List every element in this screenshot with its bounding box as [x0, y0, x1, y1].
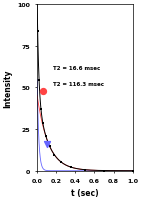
Point — [37, 30, 39, 33]
Point — [70, 166, 72, 169]
Text: T2 = 116.3 msec: T2 = 116.3 msec — [53, 82, 104, 87]
Point — [42, 90, 45, 93]
Point — [103, 169, 105, 172]
Point — [45, 134, 47, 138]
Point — [40, 108, 42, 111]
Y-axis label: Intensity: Intensity — [3, 69, 12, 107]
Point — [42, 122, 44, 125]
Point — [132, 169, 134, 172]
Point — [46, 143, 48, 146]
Point — [38, 79, 40, 82]
X-axis label: t (sec): t (sec) — [71, 188, 99, 197]
Point — [84, 168, 86, 171]
Text: T2 = 16.6 msec: T2 = 16.6 msec — [53, 65, 101, 70]
Point — [60, 161, 62, 164]
Point — [53, 153, 55, 157]
Point — [49, 145, 51, 148]
